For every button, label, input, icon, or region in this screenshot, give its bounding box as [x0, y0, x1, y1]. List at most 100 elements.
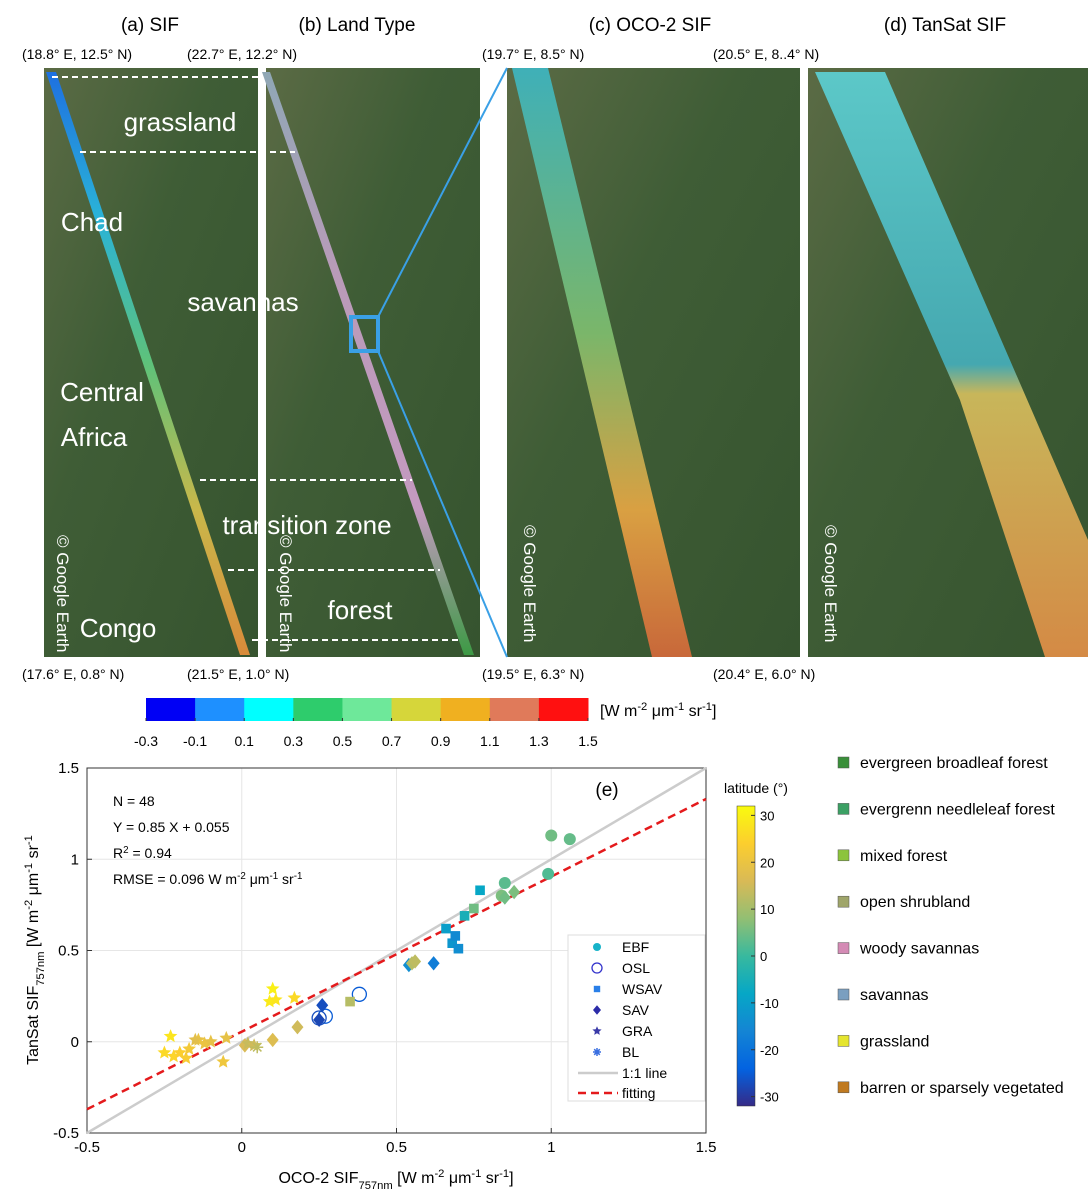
colorbar-tick-label: -20: [760, 1043, 779, 1058]
watermark: © Google Earth: [821, 525, 840, 642]
x-tick-label: 1.5: [696, 1139, 717, 1156]
colorbar-cell: [195, 698, 245, 721]
land-label: woody savannas: [859, 941, 979, 958]
annotation: R2 = 0.94: [113, 845, 172, 862]
watermark: © Google Earth: [276, 535, 295, 652]
land-swatch: [838, 1082, 849, 1093]
text-part: -1: [471, 1168, 481, 1180]
point: [441, 924, 451, 934]
coord-label: (17.6° E, 0.8° N): [22, 666, 124, 682]
point: [593, 1048, 601, 1056]
land-swatch: [838, 896, 849, 907]
annotation: Y = 0.85 X + 0.055: [113, 819, 230, 835]
colorbar-tick-label: -0.3: [134, 733, 158, 749]
y-axis-label: TanSat SIF757nm [W m-2 μm-1 sr-1: [23, 835, 47, 1065]
colorbar-tick-label: 0.3: [284, 733, 304, 749]
land-label: savannas: [860, 987, 929, 1004]
text-part: OCO-2 SIF: [278, 1170, 358, 1187]
text-part: ]: [712, 703, 716, 720]
point: [454, 944, 464, 954]
land-label: mixed forest: [860, 848, 948, 865]
coord-label: (21.5° E, 1.0° N): [187, 666, 289, 682]
colorbar-label: latitude (°): [724, 780, 788, 796]
colorbar-cell: [539, 698, 589, 721]
point: [564, 833, 576, 845]
text-part: -2: [23, 900, 35, 910]
panel-title: (d) TanSat SIF: [884, 15, 1006, 36]
legend-label: fitting: [622, 1085, 655, 1101]
text-part: R: [113, 845, 123, 861]
text-part: sr: [25, 844, 42, 862]
colorbar-tick-label: 30: [760, 808, 774, 823]
legend-label: OSL: [622, 960, 650, 976]
map-label: Central: [60, 377, 144, 407]
map-label: transition zone: [222, 510, 391, 540]
text-part: -2: [637, 701, 647, 713]
chart-title: (e): [595, 780, 618, 801]
land-label: evergrenn needleleaf forest: [860, 801, 1055, 818]
land-label: open shrubland: [860, 894, 970, 911]
legend-label: WSAV: [622, 981, 663, 997]
coord-label: (22.7° E, 12.2° N): [187, 46, 297, 62]
figure: grassland Chad savannas Central Africa t…: [0, 0, 1088, 1195]
land-swatch: [838, 989, 849, 1000]
text-part: -2: [237, 871, 246, 882]
panel-title: (a) SIF: [121, 15, 179, 36]
y-tick-label: 0: [71, 1034, 79, 1051]
text-part: sr: [684, 703, 702, 720]
colorbar-cell: [441, 698, 491, 721]
point: [460, 911, 470, 921]
text-part: RMSE = 0.096 W m: [113, 871, 237, 887]
point: [499, 877, 511, 889]
point: [475, 885, 485, 895]
colorbar-cell: [146, 698, 196, 721]
map-label: Africa: [61, 422, 128, 452]
text-part: 757nm: [358, 1180, 392, 1192]
land-label: grassland: [860, 1033, 929, 1050]
text-part: -1: [674, 701, 684, 713]
y-tick-label: 1: [71, 851, 79, 868]
text-part: -1: [702, 701, 712, 713]
coord-label: (20.4° E, 6.0° N): [713, 666, 815, 682]
text-part: 757nm: [35, 952, 47, 986]
coord-label: (18.8° E, 12.5° N): [22, 46, 132, 62]
point: [542, 868, 554, 880]
colorbar-tick-label: 1.1: [480, 733, 500, 749]
text-part: -1: [269, 871, 278, 882]
text-part: -2: [434, 1168, 444, 1180]
x-axis-label: OCO-2 SIF757nm [W m-2 μm-1 sr-1]: [278, 1168, 513, 1192]
land-swatch: [838, 803, 849, 814]
land-label: barren or sparsely vegetated: [860, 1080, 1064, 1097]
colorbar-cell: [392, 698, 442, 721]
x-tick-label: 1: [547, 1139, 555, 1156]
legend-label: GRA: [622, 1023, 653, 1039]
y-tick-label: 0.5: [58, 943, 79, 960]
land-label: evergreen broadleaf forest: [860, 755, 1048, 772]
text-part: μm: [647, 703, 674, 720]
map-label: grassland: [124, 107, 237, 137]
map-label: Congo: [80, 613, 157, 643]
text-part: ]: [509, 1170, 513, 1187]
x-tick-label: 0: [238, 1139, 246, 1156]
text-part: μm: [246, 871, 270, 887]
point: [594, 986, 600, 992]
map-label: savannas: [187, 287, 298, 317]
colorbar-tick-label: 0: [760, 949, 767, 964]
text-part: μm: [444, 1170, 471, 1187]
colorbar-tick-label: 10: [760, 902, 774, 917]
watermark: © Google Earth: [520, 525, 539, 642]
colorbar-tick-label: 20: [760, 855, 774, 870]
text-part: -1: [499, 1168, 509, 1180]
text-part: [W m: [600, 703, 637, 720]
point: [451, 931, 461, 941]
x-tick-label: 0.5: [386, 1139, 407, 1156]
colorbar-tick-label: 0.7: [382, 733, 402, 749]
text-part: [W m: [25, 910, 42, 952]
map-label: forest: [327, 595, 393, 625]
colorbar-tick-label: -30: [760, 1090, 779, 1105]
land-swatch: [838, 943, 849, 954]
legend-label: 1:1 line: [622, 1065, 667, 1081]
text-part: -1: [23, 835, 35, 845]
text-part: μm: [25, 873, 42, 900]
colorbar-cell: [293, 698, 343, 721]
